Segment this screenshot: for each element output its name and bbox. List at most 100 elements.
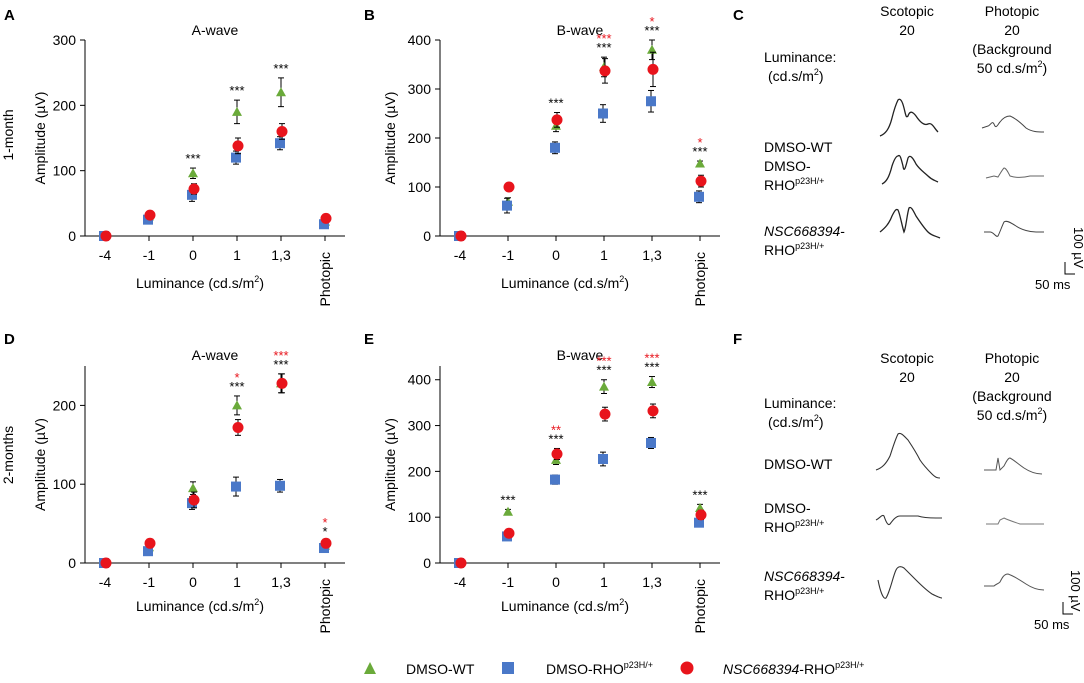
data-point-rho [143,546,153,557]
legend-label-nsc: NSC668394-RHOp23H/+ [723,660,864,677]
data-point-rho [502,200,512,211]
x-tick-label-b: -4 [454,247,467,263]
data-point-rho [275,138,285,149]
x-tick-label-b: 1,3 [642,247,662,263]
x-axis-label-end-a: ) [259,275,264,291]
data-point-rho [231,152,241,163]
x-axis-label-end-b: ) [624,275,629,291]
scale-time-c: 50 ms [1035,277,1071,292]
data-point-nsc [100,230,112,242]
legend: DMSO-WT DMSO-RHOp23H/+ NSC668394-RHOp23H… [364,660,864,677]
chart-a-wave-2-months: A-wave 0 100 200 -4 -1 0 1 1,3 Photopic Luminance … [32,347,345,633]
trace-row-nsc-line1: NSC668394- [764,223,845,239]
data-point-rho [187,189,197,200]
chart-b-wave-2-months: B-wave 0 100 200 300 400 -4 -1 0 1 1,3 Photopic Lumi… [382,347,720,633]
x-axis-label-end-d: ) [259,598,264,614]
data-point-nsc [551,448,563,460]
x-axis-label-sup-d: 2 [254,597,259,607]
x-axis-label-sup-a: 2 [254,274,259,284]
y-axis-label-d: Amplitude (µV) [32,418,48,511]
y-tick-label-a: 100 [53,163,77,179]
units-end: ) [819,68,824,84]
data-point-wt [232,106,242,116]
nsc-dash: - [840,223,845,239]
data-point-rho [646,437,656,448]
row-label-2-months: 2-months [0,426,16,484]
trace-scotopic-wt [879,98,939,137]
data-point-wt [232,400,242,410]
significance-stars-black: *** [273,357,288,372]
x-axis-label-sup-e: 2 [619,597,624,607]
data-point-nsc [320,537,332,549]
y-axis-label-e: Amplitude (µV) [382,418,398,511]
x-axis-label-sup-b: 2 [619,274,624,284]
scale-bar-c [1064,262,1075,275]
significance-stars-black: *** [273,61,288,76]
x-axis-label-b: Luminance (cd.s/m2) [501,274,629,291]
x-tick-label-b: -1 [502,247,515,263]
x-tick-label-d: -1 [143,574,156,590]
y-tick-label-a: 0 [68,228,76,244]
data-point-wt [647,44,657,54]
significance-stars-black: *** [692,487,707,502]
data-point-rho [550,474,560,485]
panel-letter-e: E [364,331,374,348]
trace-photopic-nsc-f [984,573,1045,591]
legend-nsc-text: -RHO [799,661,835,677]
significance-stars-black: *** [229,379,244,394]
significance-stars-black: *** [229,83,244,98]
data-point-nsc [276,377,288,389]
scotopic-value-f: 20 [899,369,915,385]
trace-scotopic-nsc-f [877,566,943,599]
x-tick-label-e: Photopic [692,579,708,633]
chart-title-a: A-wave [192,22,239,38]
data-point-rho [550,142,560,153]
significance-stars-black: *** [548,96,563,111]
luminance-units: (cd.s/m2) [768,67,824,84]
background-line1-f: (Background [972,388,1051,404]
x-axis-label-text-d: Luminance (cd.s/m [136,598,254,614]
background-sup-f: 2 [1038,406,1043,416]
trace-scotopic-rho [881,154,939,185]
panel-letter-f: F [733,331,742,348]
units-text-f: (cd.s/m [768,414,814,430]
data-point-nsc [695,175,707,187]
x-tick-label-e: -4 [454,574,467,590]
x-axis-label-text-a: Luminance (cd.s/m [136,275,254,291]
data-point-nsc [647,405,659,417]
chart-b-wave-1-month: B-wave 0 100 200 300 400 -4 -1 0 1 1,3 Photopic Lumi… [382,14,720,306]
chart-title-d: A-wave [192,347,239,363]
trace-photopic-rho [985,167,1044,179]
background-line2-f: 50 cd.s/m2) [977,406,1047,423]
significance-stars-red: * [234,370,239,385]
data-point-nsc [455,557,467,569]
rho-sup-f: p23H/+ [795,518,824,528]
data-point-nsc [232,421,244,433]
trace-row-dmso-wt: DMSO-WT [764,139,833,155]
data-point-nsc [599,408,611,420]
x-tick-label-b: 1 [600,247,608,263]
data-point-nsc [144,209,156,221]
background-sup: 2 [1038,59,1043,69]
significance-stars-black: *** [644,23,659,38]
scotopic-title-f: Scotopic [880,350,934,366]
nsc-rho-text: RHO [764,242,795,258]
nsc-dash-f: - [840,568,845,584]
photopic-value-f: 20 [1004,369,1020,385]
x-tick-label-a: -4 [99,247,112,263]
y-tick-label-e: 300 [408,418,432,434]
legend-rho-sup: p23H/+ [624,660,653,670]
panel-letter-c: C [733,7,744,24]
significance-stars-red: *** [273,348,288,363]
data-point-rho [598,108,608,119]
x-tick-label-a: 1,3 [271,247,291,263]
units-end-f: ) [819,414,824,430]
scale-voltage-c: 100 µV [1071,227,1084,269]
y-tick-label-e: 400 [408,372,432,388]
x-tick-label-d: 1,3 [271,574,291,590]
chart-title-e: B-wave [557,347,604,363]
x-tick-label-e: -1 [502,574,515,590]
legend-nsc-italic: NSC668394 [723,661,799,677]
data-point-wt [599,381,609,391]
legend-nsc-sup: p23H/+ [835,660,864,670]
